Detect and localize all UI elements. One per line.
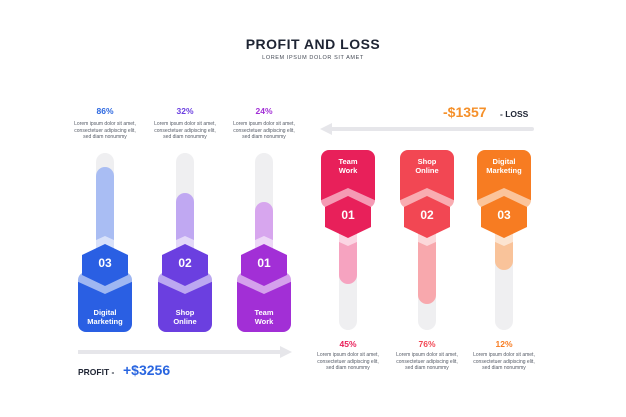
loss-description-2: Lorem ipsum dolor sit amet, consectetuer… (396, 352, 458, 372)
page-title: PROFIT AND LOSS (245, 36, 381, 52)
profit-number-1: 03 (98, 256, 112, 270)
profit-label-3a: Team (254, 308, 274, 317)
loss-hexagon-3 (473, 188, 535, 246)
loss-hexagon-1 (317, 188, 379, 246)
loss-percent-2: 76% (418, 339, 436, 349)
profit-percent-1: 86% (96, 106, 114, 116)
profit-description-1: Lorem ipsum dolor sit amet, consectetuer… (74, 121, 136, 141)
loss-label-3a: Digital (492, 157, 516, 166)
profit-percent-2: 32% (176, 106, 194, 116)
loss-label-2b: Online (415, 166, 439, 175)
profit-hexagon-3 (233, 236, 295, 294)
loss-percent-3: 12% (495, 339, 513, 349)
profit-percent-3: 24% (255, 106, 273, 116)
profit-label-3b: Work (254, 317, 274, 326)
loss-label-2a: Shop (417, 157, 437, 166)
loss-hexagon-2 (396, 188, 458, 246)
loss-label-3b: Marketing (486, 166, 522, 175)
loss-number-1: 01 (341, 208, 355, 222)
profit-hexagon-1 (74, 236, 136, 294)
profit-description-2: Lorem ipsum dolor sit amet, consectetuer… (154, 121, 216, 141)
profit-label-2a: Shop (175, 308, 195, 317)
loss-number-3: 03 (497, 208, 511, 222)
loss-arrow-icon (320, 123, 534, 135)
page-subtitle: LOREM IPSUM DOLOR SIT AMET (262, 55, 364, 61)
profit-hexagon-2 (154, 236, 216, 294)
profit-arrow-icon (78, 346, 292, 358)
profit-number-2: 02 (178, 256, 192, 270)
loss-label-1a: Team (338, 157, 358, 166)
loss-label: - LOSS (500, 109, 529, 119)
loss-amount: -$1357 (443, 104, 487, 120)
profit-number-3: 01 (257, 256, 271, 270)
profit-label: PROFIT - (78, 367, 115, 377)
loss-description-3: Lorem ipsum dolor sit amet, consectetuer… (473, 352, 535, 372)
profit-description-3: Lorem ipsum dolor sit amet, consectetuer… (233, 121, 295, 141)
loss-label-1b: Work (338, 166, 358, 175)
profit-label-1a: Digital (93, 308, 117, 317)
loss-percent-1: 45% (339, 339, 357, 349)
profit-label-2b: Online (173, 317, 197, 326)
loss-description-1: Lorem ipsum dolor sit amet, consectetuer… (317, 352, 379, 372)
profit-label-1b: Marketing (87, 317, 123, 326)
loss-number-2: 02 (420, 208, 434, 222)
profit-amount: +$3256 (123, 362, 171, 378)
